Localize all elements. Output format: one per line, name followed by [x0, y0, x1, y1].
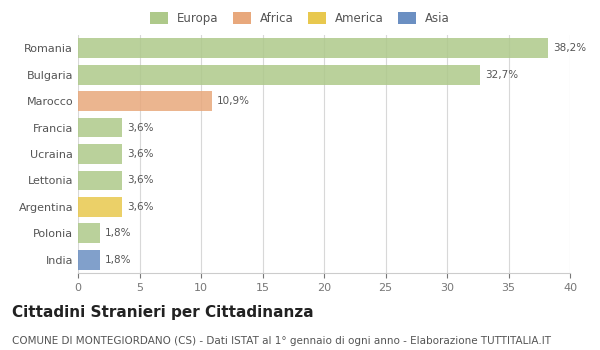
Bar [78, 250, 100, 270]
Text: 1,8%: 1,8% [105, 255, 131, 265]
Text: 3,6%: 3,6% [127, 122, 154, 133]
Bar [78, 170, 122, 190]
Text: 1,8%: 1,8% [105, 228, 131, 238]
Text: 3,6%: 3,6% [127, 202, 154, 212]
Text: 3,6%: 3,6% [127, 175, 154, 186]
Bar [78, 118, 122, 138]
Text: 32,7%: 32,7% [485, 70, 518, 80]
Bar [78, 144, 122, 164]
Legend: Europa, Africa, America, Asia: Europa, Africa, America, Asia [148, 9, 452, 27]
Bar [78, 197, 122, 217]
Bar [78, 65, 480, 85]
Text: COMUNE DI MONTEGIORDANO (CS) - Dati ISTAT al 1° gennaio di ogni anno - Elaborazi: COMUNE DI MONTEGIORDANO (CS) - Dati ISTA… [12, 336, 551, 346]
Bar [78, 223, 100, 243]
Text: 10,9%: 10,9% [217, 96, 250, 106]
Bar [78, 91, 212, 111]
Text: 38,2%: 38,2% [553, 43, 586, 53]
Bar [78, 38, 548, 58]
Text: 3,6%: 3,6% [127, 149, 154, 159]
Text: Cittadini Stranieri per Cittadinanza: Cittadini Stranieri per Cittadinanza [12, 304, 314, 320]
